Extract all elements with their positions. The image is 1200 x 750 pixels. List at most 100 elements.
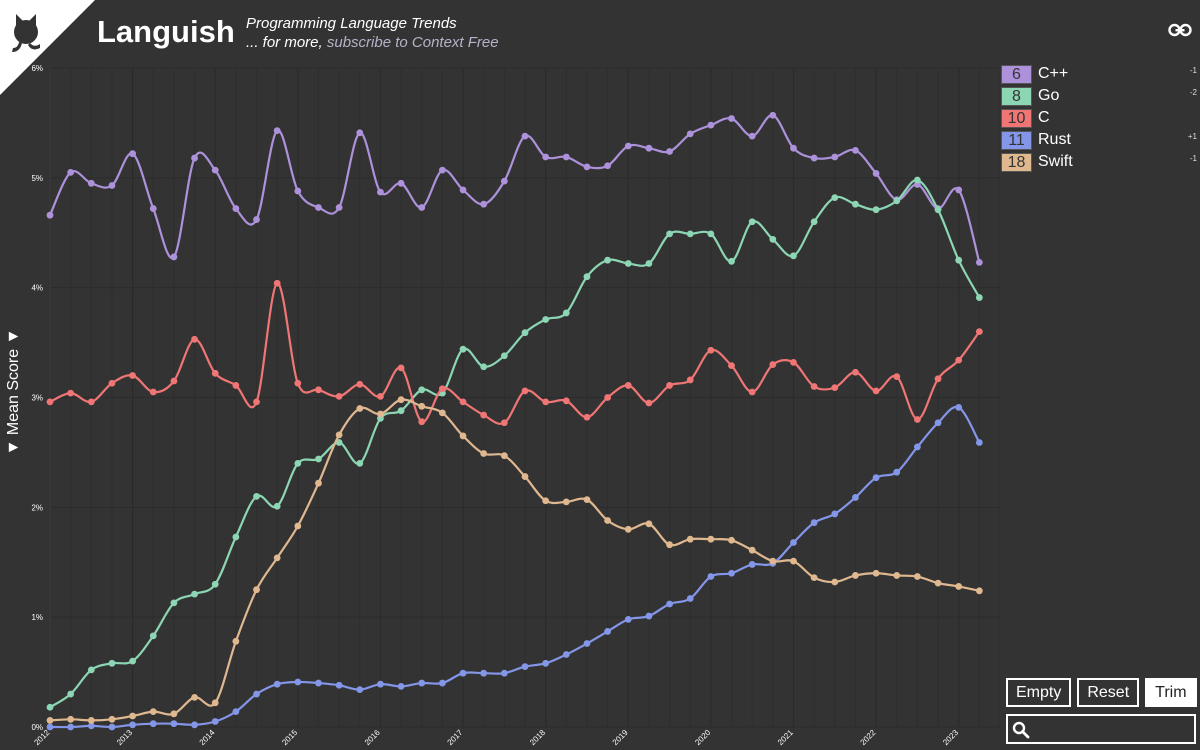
data-point-c[interactable] [108,379,116,387]
series-line-go[interactable] [49,178,981,709]
data-point-cpp[interactable] [810,154,818,162]
data-point-rust[interactable] [521,663,529,670]
data-point-cpp[interactable] [604,162,612,170]
data-point-c[interactable] [356,380,364,388]
data-point-go[interactable] [170,599,178,607]
data-point-go[interactable] [87,666,95,674]
data-point-cpp[interactable] [67,168,75,176]
data-point-go[interactable] [769,235,777,243]
data-point-rust[interactable] [583,640,591,647]
data-point-swift[interactable] [377,410,384,418]
data-point-rust[interactable] [852,494,859,501]
data-point-c[interactable] [955,356,963,364]
data-point-swift[interactable] [562,498,570,506]
empty-button[interactable]: Empty [1006,678,1072,707]
data-point-c[interactable] [294,379,302,387]
data-point-c[interactable] [211,369,219,377]
data-point-rust[interactable] [335,681,343,689]
data-point-swift[interactable] [335,431,343,439]
data-point-cpp[interactable] [583,163,591,171]
data-point-rust[interactable] [315,679,322,687]
data-point-go[interactable] [129,657,137,665]
data-point-rust[interactable] [294,678,302,686]
legend-item[interactable]: 11 Rust +1 [1001,129,1199,151]
data-point-go[interactable] [500,352,508,360]
data-point-go[interactable] [67,690,75,698]
data-point-c[interactable] [748,388,756,396]
data-point-cpp[interactable] [459,186,467,194]
legend-item[interactable]: 8 Go -2 [1001,85,1199,107]
data-point-go[interactable] [273,502,281,510]
data-point-rust[interactable] [562,651,570,658]
data-point-cpp[interactable] [129,150,137,158]
data-point-swift[interactable] [769,557,777,565]
data-point-swift[interactable] [67,715,75,723]
data-point-c[interactable] [480,411,488,419]
data-point-cpp[interactable] [211,166,219,174]
data-point-go[interactable] [521,329,529,337]
data-point-swift[interactable] [480,450,488,457]
data-point-cpp[interactable] [707,121,715,129]
data-point-go[interactable] [975,294,983,301]
data-point-go[interactable] [542,316,550,323]
data-point-swift[interactable] [397,396,405,404]
data-point-go[interactable] [253,492,260,500]
data-point-cpp[interactable] [253,216,260,223]
data-point-rust[interactable] [500,669,508,677]
data-point-cpp[interactable] [728,115,735,122]
data-point-swift[interactable] [748,546,756,554]
data-point-swift[interactable] [604,517,612,524]
data-point-go[interactable] [624,260,632,267]
link-icon[interactable] [1168,20,1192,40]
data-point-go[interactable] [666,230,673,238]
data-point-rust[interactable] [87,722,95,730]
octocat-corner-icon[interactable] [0,0,95,95]
data-point-go[interactable] [604,256,612,264]
data-point-rust[interactable] [934,419,942,427]
data-point-rust[interactable] [149,720,157,728]
data-point-cpp[interactable] [872,170,880,177]
series-line-rust[interactable] [49,405,981,729]
data-point-rust[interactable] [624,615,632,623]
data-point-go[interactable] [831,194,839,202]
data-point-c[interactable] [975,328,983,335]
data-point-go[interactable] [46,703,54,711]
data-point-cpp[interactable] [377,188,384,196]
data-point-c[interactable] [377,393,384,400]
data-point-rust[interactable] [975,439,983,446]
data-point-swift[interactable] [315,479,322,487]
data-point-swift[interactable] [211,699,219,707]
data-point-cpp[interactable] [232,205,240,212]
legend-item[interactable]: 6 C++ -1 [1001,63,1199,85]
data-point-rust[interactable] [253,690,260,698]
data-point-rust[interactable] [790,539,797,546]
data-point-rust[interactable] [459,669,467,677]
data-point-cpp[interactable] [769,111,777,119]
data-point-c[interactable] [232,382,240,389]
data-point-c[interactable] [934,375,942,383]
data-point-rust[interactable] [707,573,715,580]
data-point-swift[interactable] [707,535,715,543]
data-point-rust[interactable] [129,721,137,729]
data-point-rust[interactable] [542,659,550,667]
data-point-c[interactable] [315,386,322,394]
data-point-swift[interactable] [459,432,467,440]
data-point-go[interactable] [335,439,343,446]
data-point-cpp[interactable] [273,127,281,135]
data-point-c[interactable] [728,362,735,370]
legend-item[interactable]: 10 C [1001,107,1199,129]
data-point-rust[interactable] [191,721,198,729]
data-point-c[interactable] [191,335,198,343]
trim-button[interactable]: Trim [1145,678,1197,707]
data-point-swift[interactable] [149,708,157,716]
reset-button[interactable]: Reset [1077,678,1140,707]
data-point-swift[interactable] [191,693,198,701]
data-point-swift[interactable] [521,473,529,480]
data-point-c[interactable] [149,388,157,396]
legend-item[interactable]: 18 Swift -1 [1001,151,1199,173]
data-point-c[interactable] [500,419,508,427]
data-point-c[interactable] [438,385,446,393]
data-point-go[interactable] [459,345,467,353]
data-point-cpp[interactable] [46,211,54,219]
data-point-c[interactable] [335,393,343,400]
